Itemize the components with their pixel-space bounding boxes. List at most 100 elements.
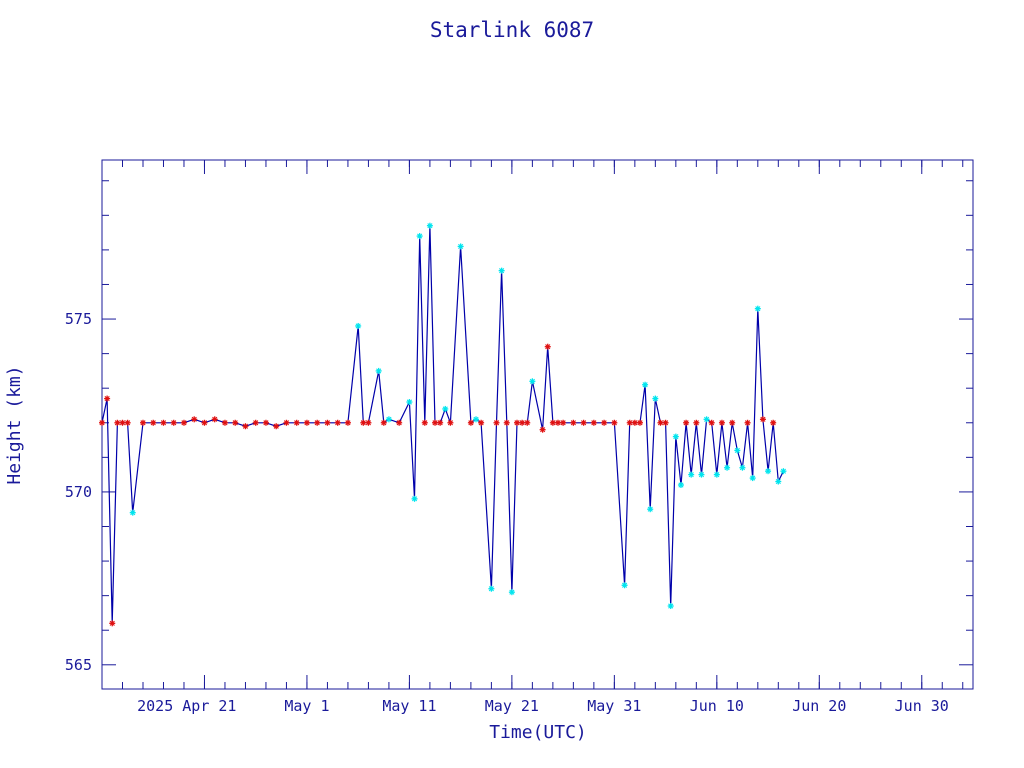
perigee-marker <box>488 585 495 592</box>
apogee-marker <box>570 419 577 426</box>
x-axis: 2025 Apr 21 May 1 May 11 May 21 May 31 Jun 10… <box>101 160 964 715</box>
apogee-marker <box>657 419 664 426</box>
perigee-marker <box>406 399 413 406</box>
apogee-marker <box>503 419 510 426</box>
apogee-marker <box>478 419 485 426</box>
apogee-marker <box>221 419 228 426</box>
apogee-marker <box>631 419 638 426</box>
apogee-marker <box>232 419 239 426</box>
apogee-marker <box>770 419 777 426</box>
perigee-marker <box>621 582 628 589</box>
y-tick-label: 570 <box>65 483 92 501</box>
perigee-marker <box>775 478 782 485</box>
x-tick-label: May 11 <box>382 697 436 715</box>
perigee-marker <box>385 416 392 423</box>
apogee-marker <box>160 419 167 426</box>
apogee-marker <box>104 395 111 402</box>
perigee-marker <box>529 378 536 385</box>
apogee-marker <box>432 419 439 426</box>
apogee-marker <box>252 419 259 426</box>
apogee-marker <box>544 343 551 350</box>
apogee-marker <box>554 419 561 426</box>
perigee-marker <box>457 243 464 250</box>
x-tick-label: Jun 10 <box>690 697 744 715</box>
apogee-marker <box>360 419 367 426</box>
apogee-marker <box>626 419 633 426</box>
perigee-marker <box>498 267 505 274</box>
perigee-marker <box>672 433 679 440</box>
apogee-marker <box>467 419 474 426</box>
apogee-marker <box>601 419 608 426</box>
perigee-marker <box>677 482 684 489</box>
x-tick-label: May 1 <box>284 697 329 715</box>
apogee-marker <box>493 419 500 426</box>
apogee-marker <box>139 419 146 426</box>
apogee-marker <box>283 419 290 426</box>
x-tick-label: Jun 20 <box>792 697 846 715</box>
perigee-marker <box>765 468 772 475</box>
apogee-marker <box>524 419 531 426</box>
perigee-marker <box>754 305 761 312</box>
apogee-marker <box>180 419 187 426</box>
apogee-marker <box>380 419 387 426</box>
apogee-marker <box>211 416 218 423</box>
apogee-marker <box>718 419 725 426</box>
perigee-marker <box>508 589 515 596</box>
perigee-marker <box>780 468 787 475</box>
apogee-marker <box>549 419 556 426</box>
apogee-marker <box>150 419 157 426</box>
apogee-marker <box>683 419 690 426</box>
x-tick-label: Jun 30 <box>895 697 949 715</box>
perigee-marker <box>698 471 705 478</box>
apogee-marker <box>273 423 280 430</box>
perigee-marker <box>442 405 449 412</box>
y-tick-label: 565 <box>65 656 92 674</box>
perigee-marker <box>652 395 659 402</box>
chart-title: Starlink 6087 <box>430 18 594 42</box>
apogee-marker <box>365 419 372 426</box>
perigee-marker <box>375 367 382 374</box>
perigee-marker <box>724 464 731 471</box>
perigee-marker <box>416 233 423 240</box>
perigee-marker <box>703 416 710 423</box>
perigee-marker <box>688 471 695 478</box>
x-tick-label: 2025 Apr 21 <box>137 697 236 715</box>
apogee-marker <box>170 419 177 426</box>
apogee-marker <box>744 419 751 426</box>
perigee-marker <box>739 464 746 471</box>
apogee-marker <box>242 423 249 430</box>
perigee-marker <box>355 322 362 329</box>
x-axis-title: Time(UTC) <box>489 722 587 743</box>
apogee-marker <box>124 419 131 426</box>
apogee-marker <box>693 419 700 426</box>
perigee-marker <box>667 603 674 610</box>
apogee-marker <box>662 419 669 426</box>
apogee-marker <box>314 419 321 426</box>
series-markers <box>99 222 787 627</box>
x-tick-label: May 21 <box>485 697 539 715</box>
perigee-marker <box>129 509 136 516</box>
perigee-marker <box>749 475 756 482</box>
apogee-marker <box>708 419 715 426</box>
apogee-marker <box>191 416 198 423</box>
y-tick-label: 575 <box>65 310 92 328</box>
apogee-marker <box>344 419 351 426</box>
perigee-marker <box>426 222 433 229</box>
apogee-marker <box>519 419 526 426</box>
perigee-marker <box>734 447 741 454</box>
apogee-marker <box>99 419 105 426</box>
perigee-marker <box>642 381 649 388</box>
apogee-marker <box>580 419 587 426</box>
x-tick-label: May 31 <box>587 697 641 715</box>
apogee-marker <box>560 419 567 426</box>
apogee-marker <box>324 419 331 426</box>
perigee-marker <box>713 471 720 478</box>
plot-frame <box>101 159 974 690</box>
apogee-marker <box>262 419 269 426</box>
apogee-marker <box>539 426 546 433</box>
y-axis: 565 570 575 <box>65 180 973 674</box>
apogee-marker <box>514 419 521 426</box>
apogee-marker <box>119 419 126 426</box>
apogee-marker <box>334 419 341 426</box>
